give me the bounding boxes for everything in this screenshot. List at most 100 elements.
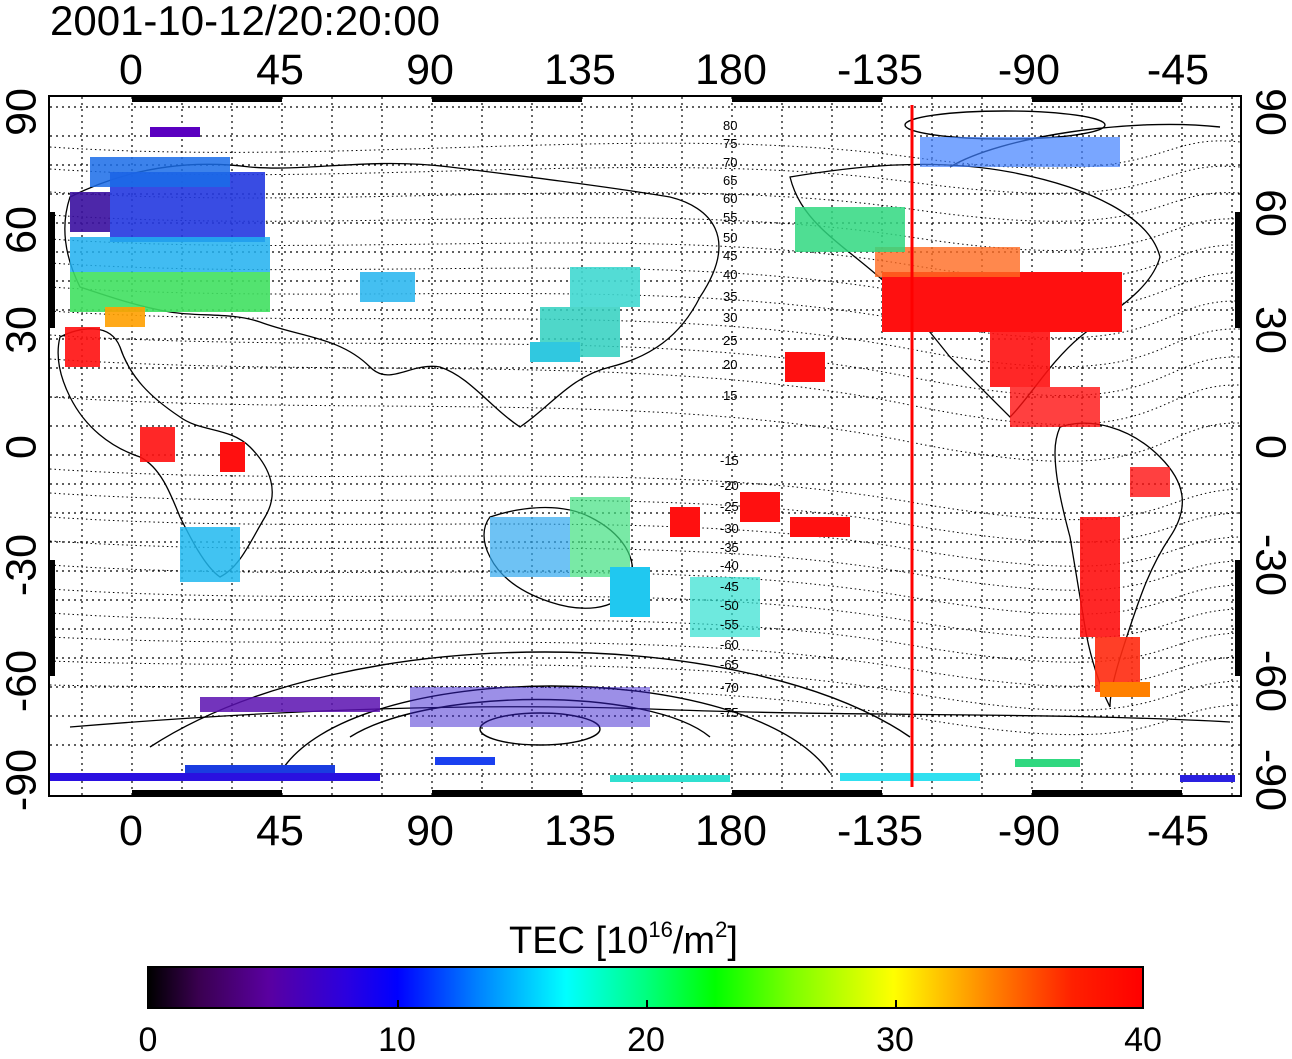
contour-label: 65 [723, 173, 737, 188]
left-tick-label: -90 [0, 749, 47, 811]
tec-patch [570, 497, 630, 577]
tec-patch [150, 127, 200, 137]
left-tick-label: 60 [0, 206, 47, 254]
colorbar-title-prefix: TEC [10 [509, 920, 648, 962]
right-tick-label: -90 [1246, 749, 1292, 811]
bottom-tick-label: 90 [406, 808, 454, 854]
left-tick-label: 90 [0, 88, 47, 136]
tec-patch [435, 757, 495, 765]
top-tick-bar [432, 97, 582, 102]
tec-patch [70, 272, 270, 312]
tec-patch [610, 567, 650, 617]
top-tick-label: -45 [1147, 47, 1209, 93]
tec-patch [1010, 387, 1100, 427]
left-tick-label: 0 [0, 435, 47, 459]
contour-label: -65 [720, 657, 739, 672]
colorbar-tick-mark [646, 1000, 648, 1009]
contour-label: -25 [720, 499, 739, 514]
tec-patch [105, 307, 145, 327]
contour-label: 70 [723, 155, 737, 170]
top-tick-label: -90 [998, 47, 1060, 93]
top-tick-label: 45 [256, 47, 304, 93]
map-title: 2001-10-12/20:20:00 [50, 0, 440, 46]
top-tick-bar [732, 97, 882, 102]
left-tick-label: -60 [0, 650, 47, 712]
contour-label: -15 [720, 453, 739, 468]
tec-patch [1130, 467, 1170, 497]
tec-patch [990, 332, 1050, 387]
colorbar-tick-label: 0 [139, 1022, 158, 1058]
tec-patch [610, 775, 730, 782]
colorbar-title-unit-exponent: 2 [715, 917, 727, 942]
contour-label-group: 80 75 70 65 60 55 50 45 40 35 30 25 20 1… [720, 118, 739, 720]
tec-patch [790, 517, 850, 537]
colorbar-tick-label: 30 [876, 1022, 914, 1058]
contour-label: 25 [723, 333, 737, 348]
tec-patch [90, 157, 230, 187]
tec-patch [1080, 517, 1120, 637]
right-tick-label: -60 [1246, 650, 1292, 712]
map-panel: 80 75 70 65 60 55 50 45 40 35 30 25 20 1… [48, 95, 1242, 797]
colorbar-title-unit: /m [673, 920, 715, 962]
tec-patch [410, 687, 650, 727]
top-tick-label: 180 [695, 47, 767, 93]
colorbar-tick-mark [895, 1000, 897, 1009]
tec-patch [882, 272, 1122, 332]
right-tick-label: 90 [1246, 88, 1292, 136]
bottom-tick-bar [1032, 790, 1182, 795]
tec-observations [50, 127, 1235, 782]
contour-label: 50 [723, 230, 737, 245]
contour-label: -70 [720, 680, 739, 695]
tec-patch [530, 342, 580, 362]
colorbar-title-suffix: ] [727, 920, 738, 962]
contour-label: 60 [723, 191, 737, 206]
tec-patch [180, 527, 240, 582]
right-tick-label: 30 [1246, 306, 1292, 354]
contour-label: 45 [723, 248, 737, 263]
contour-label: 35 [723, 289, 737, 304]
contour-label: -40 [720, 558, 739, 573]
top-tick-label: 135 [544, 47, 616, 93]
tec-patch [65, 327, 100, 367]
colorbar-tick-label: 10 [378, 1022, 416, 1058]
contour-label: 15 [723, 388, 737, 403]
top-tick-label: -135 [837, 47, 923, 93]
contour-label: 55 [723, 210, 737, 225]
right-tick-label: 60 [1246, 189, 1292, 237]
tec-patch [50, 773, 380, 781]
contour-label: -55 [720, 617, 739, 632]
contour-label: 20 [723, 357, 737, 372]
tec-patch [360, 272, 415, 302]
tec-patch [670, 507, 700, 537]
tec-patch [490, 517, 570, 577]
contour-label: -30 [720, 521, 739, 536]
contour-label: 30 [723, 310, 737, 325]
contour-label: 40 [723, 267, 737, 282]
tec-patch [570, 267, 640, 307]
top-tick-label: 0 [119, 47, 143, 93]
bottom-tick-label: -135 [837, 808, 923, 854]
tec-patch [1015, 759, 1080, 767]
tec-patch [785, 352, 825, 382]
bottom-tick-label: 180 [695, 808, 767, 854]
bottom-tick-label: -90 [998, 808, 1060, 854]
tec-patch [70, 237, 270, 272]
tec-patch [795, 207, 905, 252]
contour-label: 80 [723, 118, 737, 133]
tec-patch [920, 137, 1120, 167]
colorbar-tick-mark [397, 1000, 399, 1009]
colorbar-title-exponent: 16 [648, 917, 672, 942]
tec-patch [740, 492, 780, 522]
top-tick-label: 90 [406, 47, 454, 93]
bottom-tick-label: -45 [1147, 808, 1209, 854]
contour-label: -50 [720, 598, 739, 613]
auroral-contours [150, 111, 1220, 773]
tec-patch [840, 773, 980, 781]
right-tick-label: 0 [1246, 435, 1292, 459]
contour-label: -60 [720, 637, 739, 652]
colorbar-tick-label: 20 [627, 1022, 665, 1058]
contour-label: 75 [723, 136, 737, 151]
contour-label: -45 [720, 579, 739, 594]
colorbar-tick-label: 40 [1124, 1022, 1162, 1058]
bottom-tick-label: 135 [544, 808, 616, 854]
